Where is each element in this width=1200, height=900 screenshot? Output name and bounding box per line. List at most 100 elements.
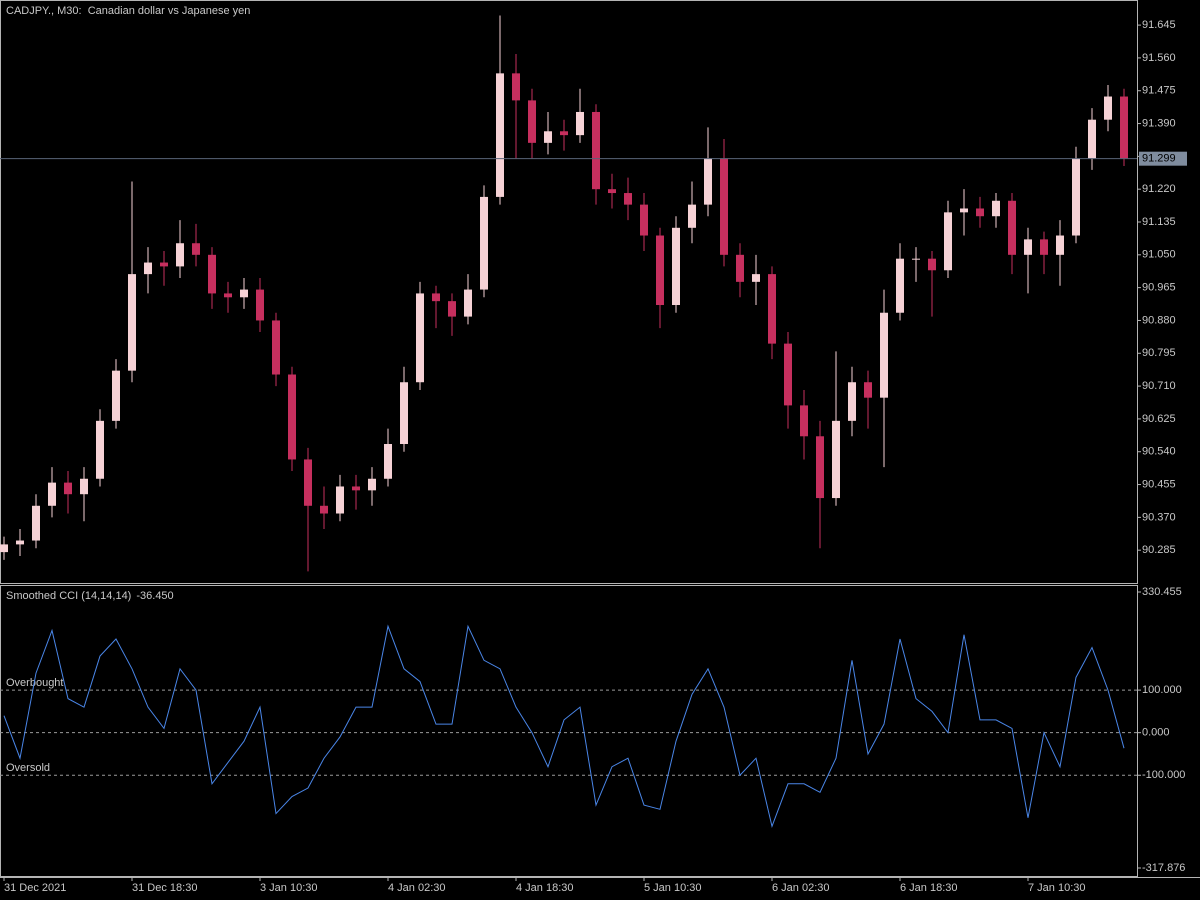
candle-body bbox=[784, 343, 792, 406]
y-tick-label: 91.560 bbox=[1142, 52, 1176, 64]
x-tick-label: 5 Jan 10:30 bbox=[644, 882, 702, 894]
level-label: Overbought bbox=[6, 677, 63, 689]
candle-body bbox=[960, 208, 968, 213]
candle-body bbox=[80, 478, 88, 495]
candle-body bbox=[384, 444, 392, 479]
candle-body bbox=[96, 420, 104, 479]
candle-body bbox=[640, 204, 648, 236]
candle-body bbox=[1008, 200, 1016, 255]
candle-body bbox=[816, 436, 824, 499]
candle-body bbox=[896, 258, 904, 313]
y-tick-label: 91.645 bbox=[1142, 19, 1176, 31]
candle-body bbox=[272, 320, 280, 375]
candle-body bbox=[368, 478, 376, 491]
candle-body bbox=[288, 374, 296, 460]
candle-body bbox=[848, 382, 856, 421]
candle-body bbox=[224, 293, 232, 298]
candle-body bbox=[48, 482, 56, 506]
candle-body bbox=[448, 301, 456, 317]
price-label: 91.299 bbox=[1142, 153, 1176, 165]
candle-body bbox=[944, 212, 952, 271]
candle-body bbox=[496, 73, 504, 197]
candle-body bbox=[720, 158, 728, 255]
y-tick-label: 90.795 bbox=[1142, 347, 1176, 359]
candle-body bbox=[64, 482, 72, 495]
y-tick-label: 90.710 bbox=[1142, 380, 1176, 392]
candle-body bbox=[864, 382, 872, 398]
y-tick-label: 0.000 bbox=[1142, 727, 1170, 739]
y-tick-label: 90.455 bbox=[1142, 478, 1176, 490]
candle-body bbox=[1040, 239, 1048, 255]
y-tick-label: 91.475 bbox=[1142, 85, 1176, 97]
candle-body bbox=[1104, 96, 1112, 120]
indicator-value: -36.450 bbox=[136, 590, 173, 602]
x-tick-label: 4 Jan 18:30 bbox=[516, 882, 574, 894]
candle-body bbox=[1088, 119, 1096, 159]
candle-body bbox=[464, 289, 472, 317]
candle-body bbox=[432, 293, 440, 302]
y-tick-label: 90.625 bbox=[1142, 413, 1176, 425]
candle-body bbox=[992, 200, 1000, 217]
candle-body bbox=[832, 420, 840, 499]
candle-body bbox=[736, 254, 744, 282]
candle-body bbox=[32, 505, 40, 541]
candle-body bbox=[608, 189, 616, 194]
candle-body bbox=[480, 196, 488, 290]
candle-body bbox=[528, 100, 536, 143]
candle-body bbox=[336, 486, 344, 514]
candle-body bbox=[416, 293, 424, 383]
x-tick-label: 4 Jan 02:30 bbox=[388, 882, 446, 894]
candle-body bbox=[928, 258, 936, 271]
price-label-box bbox=[1139, 151, 1187, 166]
indicator-pane-frame bbox=[0, 585, 1138, 877]
level-label: Oversold bbox=[6, 762, 50, 774]
candle-body bbox=[752, 274, 760, 282]
candle-body bbox=[656, 235, 664, 306]
candle-body bbox=[880, 312, 888, 398]
candle-body bbox=[592, 111, 600, 190]
candle-body bbox=[352, 486, 360, 491]
candle-body bbox=[256, 289, 264, 321]
y-tick-label: 91.135 bbox=[1142, 216, 1176, 228]
y-tick-label: 90.965 bbox=[1142, 282, 1176, 294]
candle-body bbox=[192, 243, 200, 255]
x-tick-label: 31 Dec 18:30 bbox=[132, 882, 197, 894]
candle-body bbox=[624, 193, 632, 205]
candle-body bbox=[16, 540, 24, 545]
candle-body bbox=[176, 243, 184, 267]
candle-body bbox=[112, 370, 120, 421]
candle-body bbox=[128, 274, 136, 371]
candle-body bbox=[512, 73, 520, 101]
y-tick-label: -317.876 bbox=[1142, 862, 1185, 874]
price-title: CADJPY., M30: Canadian dollar vs Japanes… bbox=[6, 5, 250, 17]
y-tick-label: 91.220 bbox=[1142, 183, 1176, 195]
candle-body bbox=[208, 254, 216, 294]
x-tick-label: 31 Dec 2021 bbox=[4, 882, 66, 894]
candle-body bbox=[800, 405, 808, 437]
candle-body bbox=[544, 131, 552, 143]
x-tick-label: 3 Jan 10:30 bbox=[260, 882, 318, 894]
y-tick-label: 91.390 bbox=[1142, 117, 1176, 129]
candle-body bbox=[1120, 96, 1128, 159]
candle-body bbox=[320, 505, 328, 514]
candle-body bbox=[304, 459, 312, 506]
candle-body bbox=[768, 274, 776, 344]
candle-body bbox=[144, 262, 152, 275]
y-tick-label: 330.455 bbox=[1142, 586, 1182, 598]
candle-body bbox=[1072, 158, 1080, 236]
y-tick-label: 90.880 bbox=[1142, 314, 1176, 326]
candle-body bbox=[560, 131, 568, 136]
y-tick-label: 90.540 bbox=[1142, 446, 1176, 458]
candle-body bbox=[400, 382, 408, 445]
y-tick-label: 90.370 bbox=[1142, 511, 1176, 523]
candle-body bbox=[688, 204, 696, 228]
y-tick-label: 91.050 bbox=[1142, 249, 1176, 261]
x-tick-label: 6 Jan 18:30 bbox=[900, 882, 958, 894]
y-tick-label: -100.000 bbox=[1142, 769, 1185, 781]
x-tick-label: 6 Jan 02:30 bbox=[772, 882, 830, 894]
candle-body bbox=[0, 544, 8, 553]
candle-body bbox=[240, 289, 248, 298]
price-pane-frame bbox=[0, 0, 1138, 584]
